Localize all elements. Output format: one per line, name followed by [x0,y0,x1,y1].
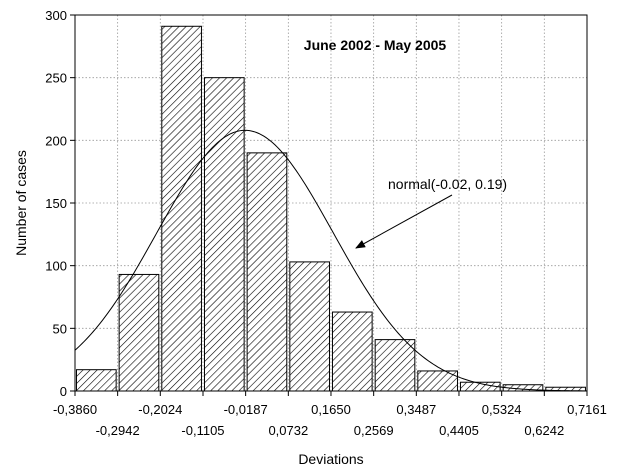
x-tick-label: 0,3487 [396,402,436,417]
normal-fit-curve [74,129,588,392]
y-axis-ticks: 0 50 100 150 200 250 300 [45,8,75,399]
y-tick-label: 0 [60,384,67,399]
histogram-bar [289,261,330,392]
x-tick-label: -0,0187 [224,402,268,417]
histogram-bars [75,25,586,392]
x-axis-title: Deviations [298,451,363,467]
histogram-bar [75,369,117,392]
histogram-bar [161,25,202,392]
x-tick-label: -0,2024 [138,402,182,417]
x-tick-label: 0,0732 [268,423,308,438]
histogram-bar [246,152,288,392]
y-tick-label: 200 [45,133,67,148]
y-tick-label: 250 [45,71,67,86]
x-axis-ticks: -0,3860 -0,2024 -0,0187 0,1650 0,3487 0,5324 0… [53,391,607,438]
y-tick-label: 50 [53,321,67,336]
curve-annotation: normal(-0.02, 0.19) [388,176,507,192]
x-tick-label: 0,6242 [524,423,564,438]
x-tick-label: 0,5324 [482,402,522,417]
y-tick-label: 100 [45,259,67,274]
x-tick-label: -0,1105 [181,423,224,438]
x-tick-label: -0,2942 [96,423,140,438]
x-tick-label: 0,2569 [354,423,394,438]
chart-title: June 2002 - May 2005 [304,37,447,53]
y-axis-title: Number of cases [13,150,29,256]
x-tick-label: 0,1650 [311,402,351,417]
x-tick-label: 0,4405 [439,423,479,438]
histogram-bar [331,311,373,392]
histogram-bar [118,273,160,392]
histogram-bar [203,77,245,392]
y-tick-label: 300 [45,8,67,23]
histogram-bar [374,339,416,392]
grid-lines [75,15,587,391]
y-tick-label: 150 [45,196,67,211]
x-tick-label: -0,3860 [53,402,97,417]
curve-annotation-arrow [355,194,453,249]
x-tick-label: 0,7161 [567,402,607,417]
